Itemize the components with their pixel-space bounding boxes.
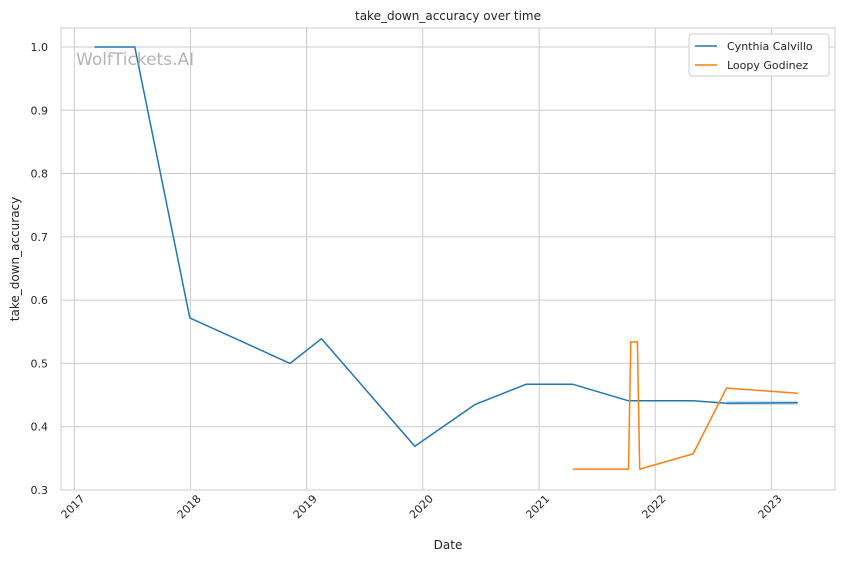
y-tick-label: 0.7 <box>31 231 49 244</box>
y-tick-label: 0.9 <box>31 104 49 117</box>
plot-frame <box>60 27 836 491</box>
y-tick-label: 0.5 <box>31 357 49 370</box>
series-line <box>572 341 798 470</box>
grid-lines <box>61 28 835 491</box>
y-tick-label: 0.3 <box>31 484 49 497</box>
series-lines <box>94 46 798 470</box>
chart-title: take_down_accuracy over time <box>355 9 541 23</box>
y-axis-label: take_down_accuracy <box>8 197 22 321</box>
watermark: WolfTickets.AI <box>76 50 194 70</box>
legend-box <box>688 33 830 77</box>
x-axis-label: Date <box>434 538 463 552</box>
series-line <box>94 46 798 448</box>
legend-label: Loopy Godinez <box>727 59 808 72</box>
y-tick-label: 0.4 <box>31 421 49 434</box>
y-tick-label: 0.8 <box>31 168 49 181</box>
y-tick-label: 1.0 <box>31 41 49 54</box>
legend: Cynthia Calvillo Loopy Godinez <box>688 33 830 77</box>
legend-label: Cynthia Calvillo <box>727 40 813 53</box>
y-tick-label: 0.6 <box>31 294 49 307</box>
